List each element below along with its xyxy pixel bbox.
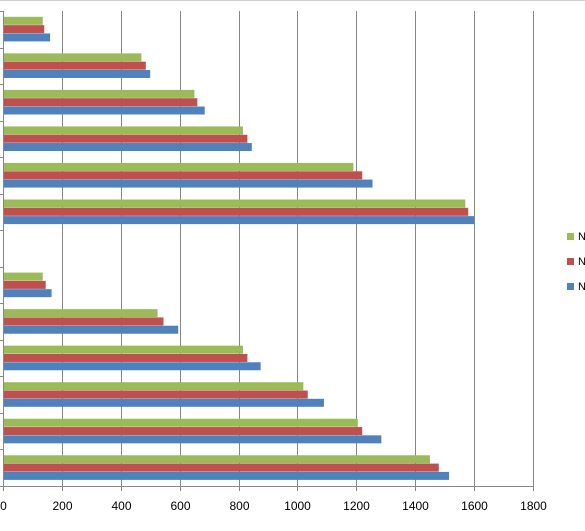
- bar: [3, 171, 363, 180]
- bar: [3, 98, 198, 107]
- x-tick-label: 0: [0, 499, 7, 513]
- bar: [3, 33, 51, 42]
- legend-swatch: [567, 258, 574, 265]
- x-tick-label: 800: [229, 499, 249, 513]
- legend-label: N: [578, 231, 585, 243]
- bar: [3, 309, 158, 318]
- bar: [3, 382, 304, 391]
- bar: [3, 16, 43, 25]
- bar: [3, 353, 248, 362]
- legend-swatch: [567, 233, 574, 240]
- bar: [3, 69, 151, 78]
- bar: [3, 179, 373, 188]
- bar: [3, 162, 354, 171]
- x-tick-label: 1200: [343, 499, 370, 513]
- legend-label: N: [578, 281, 585, 293]
- bar: [3, 362, 261, 371]
- x-tick-label: 1400: [402, 499, 429, 513]
- bar: [3, 427, 363, 436]
- bar: [3, 390, 308, 399]
- bar: [3, 53, 142, 62]
- legend-label: N: [578, 256, 585, 268]
- bar: [3, 418, 358, 427]
- bar: [3, 25, 45, 34]
- bar: [3, 207, 469, 216]
- bar: [3, 317, 164, 326]
- bar: [3, 280, 46, 289]
- bar: [3, 134, 248, 143]
- bar: [3, 463, 439, 472]
- bar: [3, 126, 243, 135]
- bar: [3, 272, 43, 281]
- bar: [3, 325, 179, 334]
- x-tick-label: 600: [170, 499, 190, 513]
- bar: [3, 435, 382, 444]
- x-tick-label: 1000: [284, 499, 311, 513]
- bar: [3, 345, 243, 354]
- x-tick-label: 200: [52, 499, 72, 513]
- legend-swatch: [567, 283, 574, 290]
- bar: [3, 398, 324, 407]
- x-tick-label: 1800: [520, 499, 547, 513]
- bar: [3, 216, 475, 225]
- bar: [3, 471, 450, 480]
- bar: [3, 143, 252, 152]
- bar: [3, 199, 466, 208]
- bar: [3, 106, 205, 115]
- bar: [3, 89, 195, 98]
- bar: [3, 455, 430, 464]
- x-tick-label: 400: [111, 499, 131, 513]
- bar: [3, 61, 146, 70]
- x-tick-label: 1600: [461, 499, 488, 513]
- bar: [3, 289, 52, 298]
